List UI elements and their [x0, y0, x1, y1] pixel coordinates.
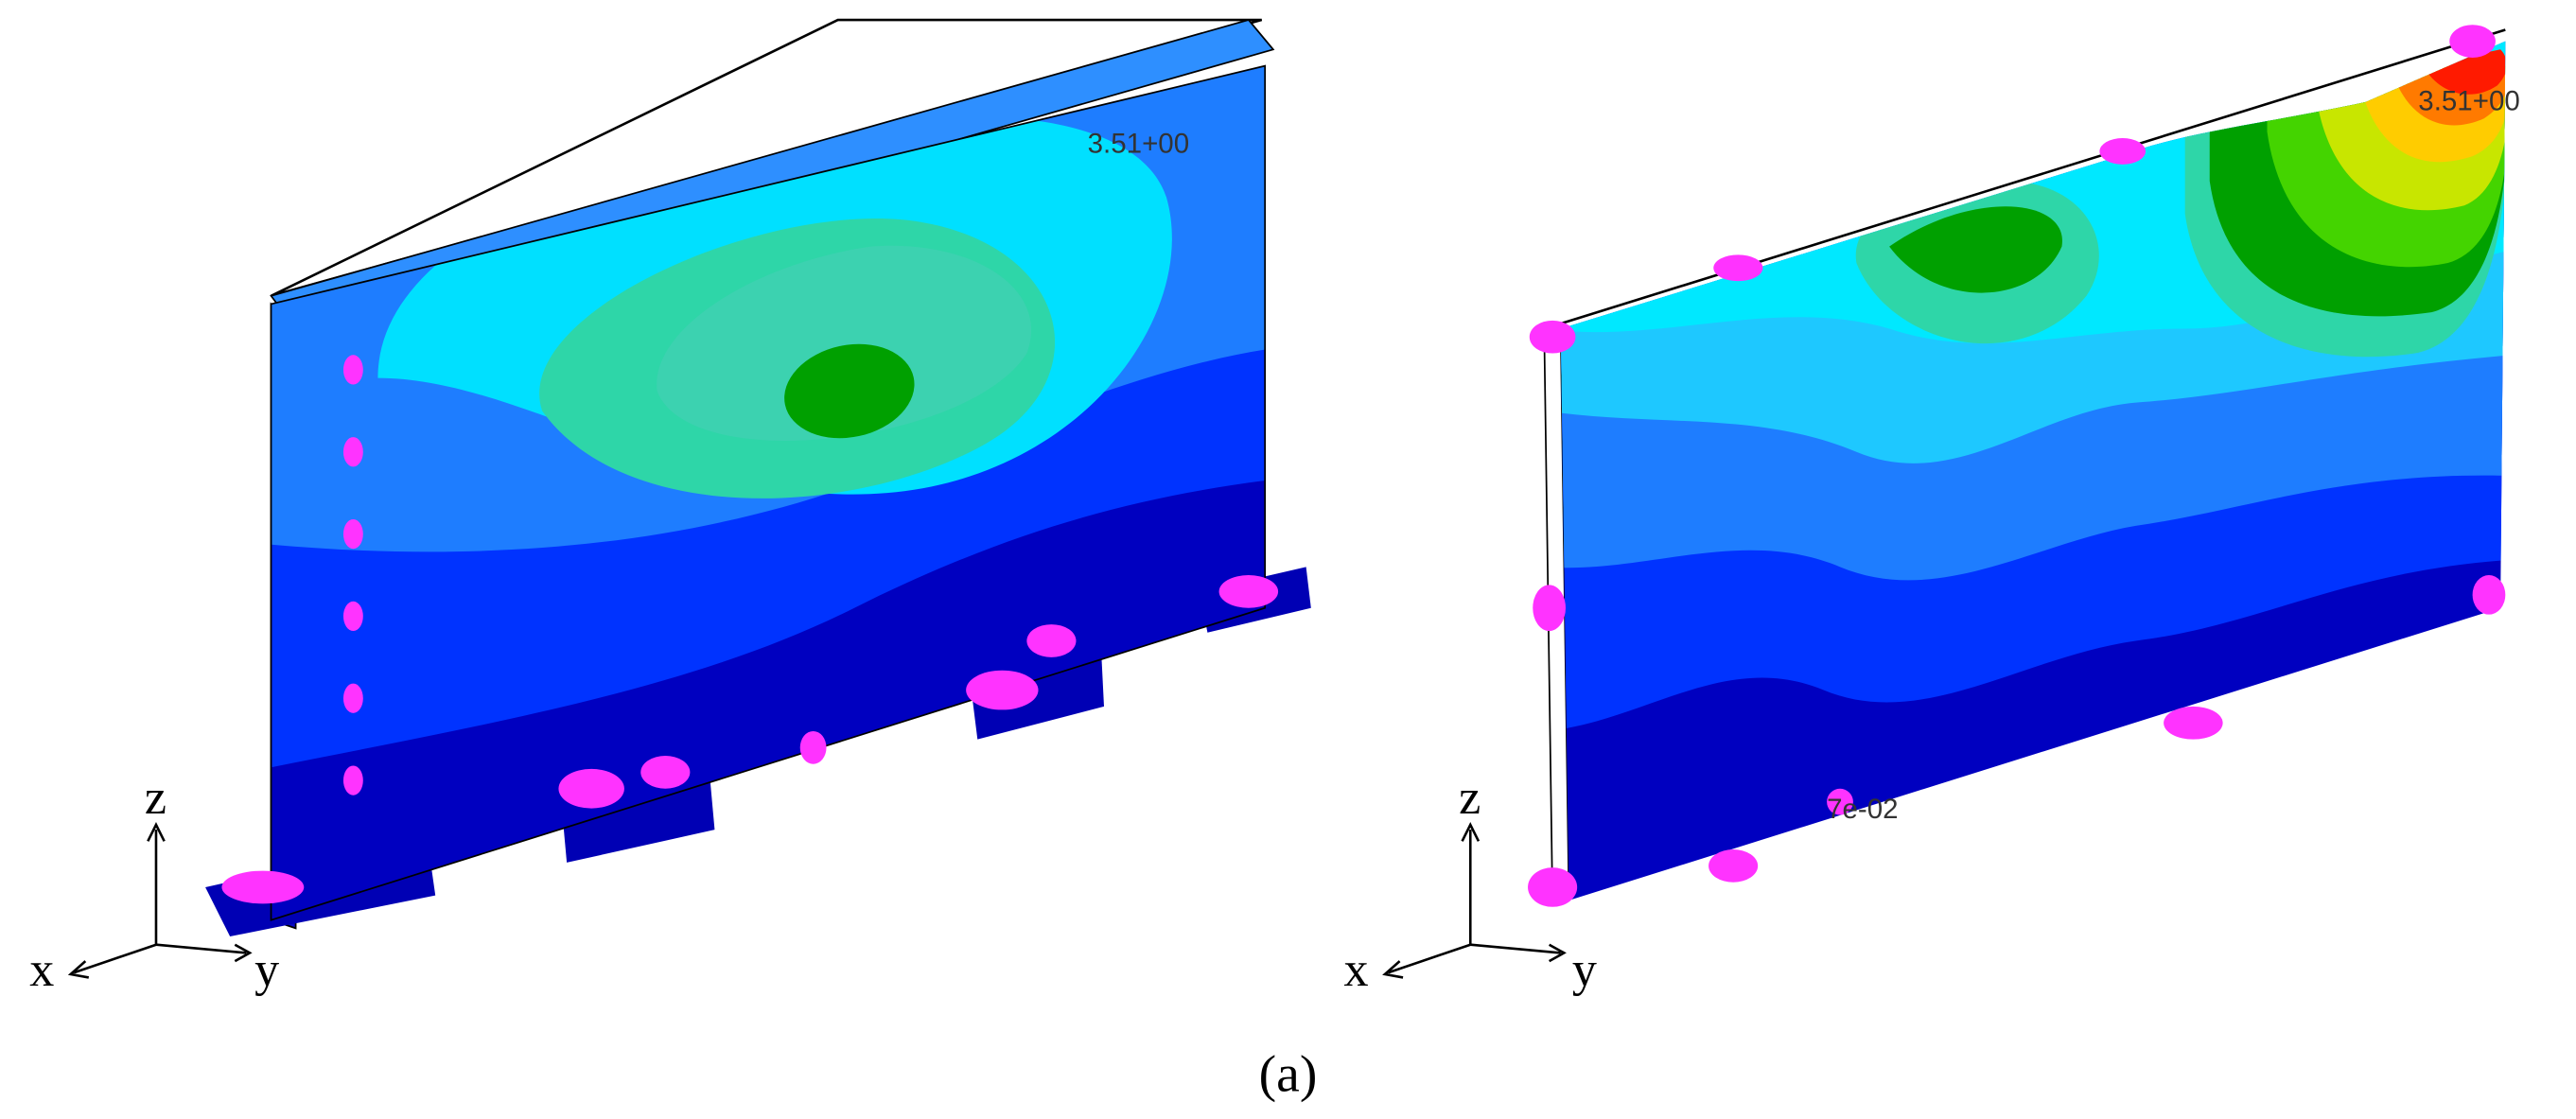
right-model	[1528, 25, 2506, 907]
axis-label: y	[1572, 943, 1597, 997]
axis-label: x	[1344, 943, 1369, 997]
axis-triad	[67, 822, 253, 979]
left-model	[205, 18, 1311, 937]
axis-label: x	[29, 943, 54, 997]
axis-label: y	[254, 943, 279, 997]
min-label: 7e-02	[1827, 794, 1899, 825]
caption: (a)	[1259, 1044, 1318, 1103]
max-label: 3.51+00	[2418, 86, 2520, 117]
axis-label: z	[1459, 771, 1481, 825]
max-label: 3.51+00	[1088, 129, 1190, 160]
axis-triad	[1382, 822, 1567, 979]
axis-label: z	[145, 771, 166, 825]
